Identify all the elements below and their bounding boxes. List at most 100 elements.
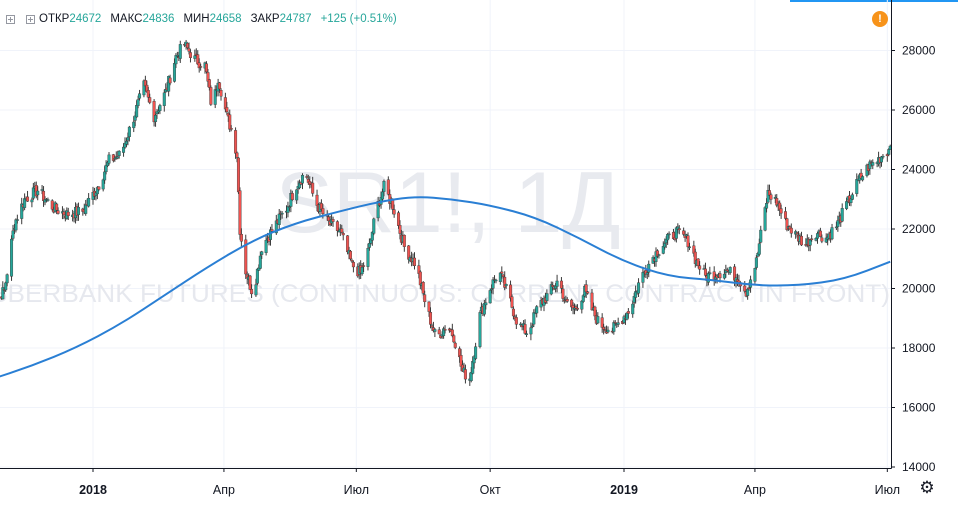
candle-body — [238, 190, 242, 235]
candle-body — [845, 201, 849, 209]
candle-body — [763, 207, 767, 231]
candle — [239, 228, 243, 247]
candle — [759, 225, 763, 244]
candle — [97, 186, 101, 192]
x-tick-label: Июл — [875, 483, 900, 497]
candle-body — [366, 247, 370, 267]
candle — [148, 93, 152, 105]
candle — [474, 342, 478, 361]
candle-body — [62, 211, 66, 216]
candle — [442, 326, 446, 339]
candle-body — [199, 66, 203, 68]
candle-body — [300, 174, 304, 184]
y-tick-label: 18000 — [902, 341, 936, 355]
candle-body — [509, 284, 513, 299]
candle — [453, 341, 457, 350]
candle-body — [703, 268, 707, 276]
candle — [600, 313, 604, 333]
change-value: +125 (+0.51%) — [320, 13, 397, 25]
candle-body — [677, 228, 681, 231]
candle-body — [295, 189, 299, 201]
candle-body — [698, 265, 702, 270]
candle — [708, 266, 712, 276]
candle-body — [647, 263, 651, 273]
candle-body — [753, 268, 757, 282]
candle — [362, 262, 366, 273]
candle-body — [132, 121, 136, 129]
candle-body — [178, 44, 182, 59]
candle-body — [254, 284, 258, 296]
candle — [42, 186, 46, 207]
candle-body — [503, 276, 507, 288]
candle-body — [663, 243, 667, 248]
candle — [372, 217, 376, 236]
candle — [830, 223, 834, 241]
candle-body — [258, 255, 262, 269]
x-tick-label: 2018 — [79, 483, 107, 497]
candle — [168, 74, 172, 86]
y-tick-label: 20000 — [902, 282, 936, 296]
candle-body — [76, 206, 80, 215]
candle — [366, 243, 370, 271]
candle-body — [747, 287, 751, 289]
gear-icon[interactable]: ⚙ — [919, 478, 935, 497]
candle-body — [559, 280, 563, 289]
plus-box-icon[interactable] — [6, 14, 15, 24]
candle-body — [596, 316, 600, 324]
candle — [818, 227, 822, 238]
candle-body — [452, 335, 456, 343]
candle — [433, 328, 437, 338]
candle-body — [484, 302, 488, 306]
candle-body — [490, 288, 494, 291]
exclamation-icon[interactable]: ! — [872, 11, 888, 27]
candle-body — [529, 327, 533, 335]
candle — [514, 314, 518, 330]
candle — [341, 231, 345, 241]
candle-body — [124, 141, 128, 145]
candle-body — [491, 279, 495, 289]
candle-body — [746, 289, 750, 296]
candle-body — [346, 235, 350, 253]
candle-body — [881, 155, 885, 158]
candle — [478, 310, 482, 349]
candle-body — [31, 187, 35, 199]
plus-box-icon[interactable] — [26, 14, 35, 24]
candle-body — [175, 55, 179, 57]
candle — [654, 247, 658, 267]
candle-body — [571, 305, 575, 309]
candle — [138, 89, 142, 101]
candle — [820, 234, 824, 244]
candle-body — [255, 268, 259, 284]
candle — [213, 85, 217, 109]
candle-body — [84, 204, 88, 214]
candle-body — [879, 156, 883, 163]
candle — [413, 252, 417, 270]
candle-body — [113, 158, 117, 160]
candle-body — [443, 329, 447, 331]
candle-body — [810, 238, 814, 240]
candle — [545, 289, 549, 304]
x-tick-label: Апр — [213, 483, 235, 497]
candle-body — [510, 296, 514, 308]
candle-body — [402, 234, 406, 247]
candle-body — [488, 290, 492, 304]
candle-body — [87, 197, 91, 207]
candle-body — [641, 272, 645, 283]
candle-body — [523, 324, 527, 334]
candle-body — [174, 55, 178, 65]
candle-body — [111, 154, 115, 161]
candle-body — [235, 152, 239, 158]
candle-body — [101, 179, 105, 190]
candle — [779, 204, 783, 219]
candle — [879, 155, 883, 167]
candle — [840, 203, 844, 222]
close-value: 24787 — [279, 13, 312, 25]
candle-body — [887, 149, 891, 155]
candle-body — [830, 227, 834, 240]
candle — [117, 150, 121, 159]
x-tick-label: Окт — [480, 483, 501, 497]
candle-body — [146, 90, 150, 98]
candle-body — [260, 251, 264, 255]
candle — [348, 249, 352, 261]
